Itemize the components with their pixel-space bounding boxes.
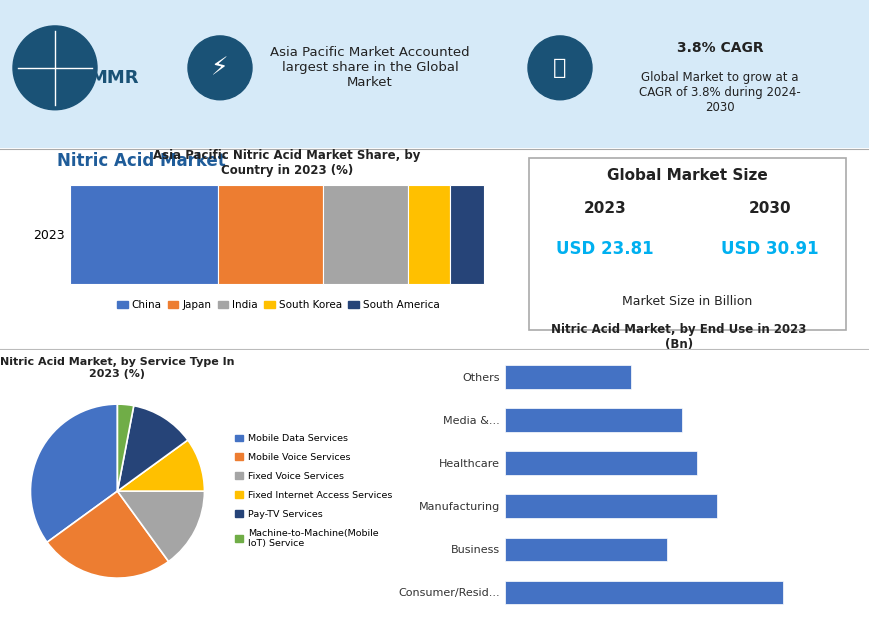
Title: Asia Pacific Nitric Acid Market Share, by
Country in 2023 (%): Asia Pacific Nitric Acid Market Share, b… bbox=[153, 149, 421, 177]
Circle shape bbox=[13, 26, 96, 110]
Text: Nitric Acid Market: Nitric Acid Market bbox=[57, 152, 226, 169]
FancyBboxPatch shape bbox=[0, 0, 869, 148]
Bar bbox=[504, 537, 666, 561]
FancyBboxPatch shape bbox=[528, 158, 845, 330]
Wedge shape bbox=[47, 491, 169, 578]
Bar bbox=[504, 365, 630, 389]
Text: 🔥: 🔥 bbox=[553, 58, 566, 78]
Bar bbox=[70, 185, 217, 284]
Text: ⚡: ⚡ bbox=[211, 56, 229, 80]
Text: Asia Pacific Market Accounted
largest share in the Global
Market: Asia Pacific Market Accounted largest sh… bbox=[270, 46, 469, 89]
Bar bbox=[504, 494, 716, 518]
Text: Market Size in Billion: Market Size in Billion bbox=[621, 295, 752, 308]
Text: USD 23.81: USD 23.81 bbox=[555, 240, 653, 258]
Text: Global Market Size: Global Market Size bbox=[607, 168, 766, 183]
Circle shape bbox=[527, 36, 591, 100]
Circle shape bbox=[188, 36, 252, 100]
Bar bbox=[504, 580, 782, 604]
Bar bbox=[504, 408, 681, 432]
Text: Global Market to grow at a
CAGR of 3.8% during 2024-
2030: Global Market to grow at a CAGR of 3.8% … bbox=[639, 71, 800, 114]
Bar bbox=[323, 185, 408, 284]
Text: MMR: MMR bbox=[89, 69, 138, 87]
Wedge shape bbox=[117, 491, 204, 562]
Wedge shape bbox=[117, 440, 204, 491]
Bar bbox=[217, 185, 323, 284]
Bar bbox=[408, 185, 449, 284]
Text: 2023: 2023 bbox=[582, 200, 626, 216]
Legend: Mobile Data Services, Mobile Voice Services, Fixed Voice Services, Fixed Interne: Mobile Data Services, Mobile Voice Servi… bbox=[230, 430, 395, 552]
Bar bbox=[504, 451, 696, 475]
Wedge shape bbox=[117, 406, 188, 491]
Legend: China, Japan, India, South Korea, South America: China, Japan, India, South Korea, South … bbox=[113, 296, 443, 314]
Text: USD 30.91: USD 30.91 bbox=[720, 240, 818, 258]
Wedge shape bbox=[117, 404, 134, 491]
Title: Nitric Acid Market, by End Use in 2023
(Bn): Nitric Acid Market, by End Use in 2023 (… bbox=[550, 322, 806, 351]
Wedge shape bbox=[30, 404, 117, 542]
Text: 2030: 2030 bbox=[748, 200, 790, 216]
Text: 3.8% CAGR: 3.8% CAGR bbox=[676, 41, 762, 55]
Title: Nitric Acid Market, by Service Type In
2023 (%): Nitric Acid Market, by Service Type In 2… bbox=[0, 357, 235, 379]
Bar bbox=[449, 185, 483, 284]
